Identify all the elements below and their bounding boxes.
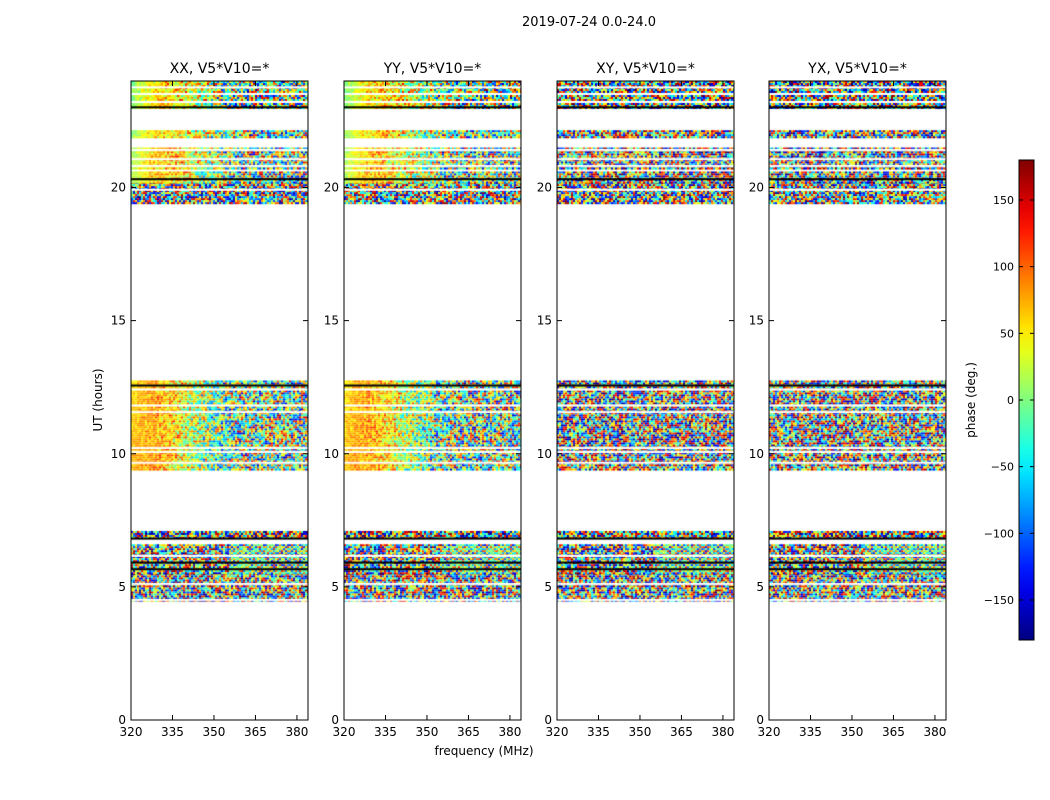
y-tick-label: 5 bbox=[544, 580, 552, 594]
y-tick-label: 10 bbox=[111, 447, 126, 461]
colorbar-tick-label: −150 bbox=[984, 594, 1014, 607]
x-tick-label: 365 bbox=[882, 725, 905, 739]
x-tick-label: 350 bbox=[841, 725, 864, 739]
y-tick-label: 5 bbox=[118, 580, 126, 594]
y-tick-label: 20 bbox=[324, 181, 339, 195]
y-tick-label: 5 bbox=[756, 580, 764, 594]
colorbar-label: phase (deg.) bbox=[964, 362, 978, 438]
x-tick-label: 380 bbox=[923, 725, 946, 739]
colorbar-tick-label: 100 bbox=[993, 261, 1014, 274]
panel-frame bbox=[556, 80, 735, 721]
panel-title: YY, V5*V10=* bbox=[383, 61, 482, 77]
colorbar-tick-label: −50 bbox=[991, 461, 1014, 474]
panel-heatmap bbox=[131, 81, 308, 720]
panel-frame bbox=[343, 80, 522, 721]
x-tick-label: 335 bbox=[799, 725, 822, 739]
x-tick-label: 335 bbox=[161, 725, 184, 739]
panel-heatmap bbox=[769, 81, 946, 720]
x-tick-label: 380 bbox=[711, 725, 734, 739]
y-tick-label: 10 bbox=[324, 447, 339, 461]
colorbar-tick-label: 0 bbox=[1007, 394, 1014, 407]
x-axis-label: frequency (MHz) bbox=[434, 744, 533, 758]
panel-frame bbox=[130, 80, 309, 721]
x-tick-label: 380 bbox=[498, 725, 521, 739]
y-tick-label: 20 bbox=[537, 181, 552, 195]
colorbar-tick-label: −100 bbox=[984, 527, 1014, 540]
y-tick-label: 15 bbox=[749, 314, 764, 328]
panel-heatmap bbox=[557, 81, 734, 720]
panel-title: XX, V5*V10=* bbox=[170, 61, 270, 77]
y-tick-label: 0 bbox=[118, 713, 126, 727]
x-tick-label: 320 bbox=[333, 725, 356, 739]
x-tick-label: 320 bbox=[120, 725, 143, 739]
y-tick-label: 15 bbox=[537, 314, 552, 328]
panel-0: XX, V5*V10=* 320 335 350 365 380 0 5 10 15 20 bbox=[111, 61, 309, 739]
y-tick-label: 10 bbox=[537, 447, 552, 461]
x-tick-label: 335 bbox=[374, 725, 397, 739]
x-tick-label: 320 bbox=[546, 725, 569, 739]
y-tick-label: 15 bbox=[324, 314, 339, 328]
colorbar-tick-label: 50 bbox=[1000, 327, 1014, 340]
panel-title: YX, V5*V10=* bbox=[807, 61, 907, 77]
y-tick-label: 20 bbox=[111, 181, 126, 195]
colorbar: phase (deg.) 150 100 50 0 −50 −100 −150 bbox=[964, 159, 1035, 641]
y-tick-label: 15 bbox=[111, 314, 126, 328]
y-tick-label: 0 bbox=[544, 713, 552, 727]
x-tick-label: 380 bbox=[285, 725, 308, 739]
y-tick-label: 0 bbox=[756, 713, 764, 727]
panel-title: XY, V5*V10=* bbox=[596, 61, 695, 77]
x-tick-label: 335 bbox=[587, 725, 610, 739]
x-tick-label: 350 bbox=[629, 725, 652, 739]
panel-heatmap bbox=[344, 81, 521, 720]
colorbar-tick-label: 150 bbox=[993, 194, 1014, 207]
y-tick-label: 10 bbox=[749, 447, 764, 461]
panel-1: YY, V5*V10=* 320 335 350 365 380 0 5 10 15 20 bbox=[324, 61, 522, 739]
x-tick-label: 365 bbox=[457, 725, 480, 739]
x-tick-label: 350 bbox=[203, 725, 226, 739]
x-tick-label: 320 bbox=[758, 725, 781, 739]
panel-frame bbox=[768, 80, 947, 721]
panel-2: XY, V5*V10=* 320 335 350 365 380 0 5 10 15 20 bbox=[537, 61, 735, 739]
figure-title: 2019-07-24 0.0-24.0 bbox=[522, 15, 656, 30]
panel-3: YX, V5*V10=* 320 335 350 365 380 0 5 10 15 20 bbox=[749, 61, 947, 739]
x-tick-label: 365 bbox=[670, 725, 693, 739]
y-tick-label: 20 bbox=[749, 181, 764, 195]
y-axis-label: UT (hours) bbox=[91, 368, 105, 431]
y-tick-label: 0 bbox=[331, 713, 339, 727]
x-tick-label: 365 bbox=[244, 725, 267, 739]
y-tick-label: 5 bbox=[331, 580, 339, 594]
x-tick-label: 350 bbox=[416, 725, 439, 739]
